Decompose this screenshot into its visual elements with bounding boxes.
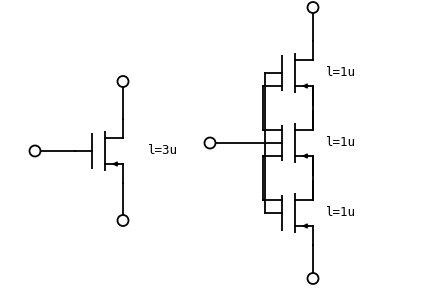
Text: l=3u: l=3u	[147, 145, 177, 158]
Text: l=1u: l=1u	[325, 136, 355, 149]
Circle shape	[308, 273, 319, 284]
Text: l=1u: l=1u	[325, 66, 355, 79]
Circle shape	[118, 215, 129, 226]
Circle shape	[308, 2, 319, 13]
Circle shape	[118, 76, 129, 87]
Circle shape	[29, 145, 40, 157]
Text: l=1u: l=1u	[325, 207, 355, 219]
Circle shape	[204, 138, 216, 148]
